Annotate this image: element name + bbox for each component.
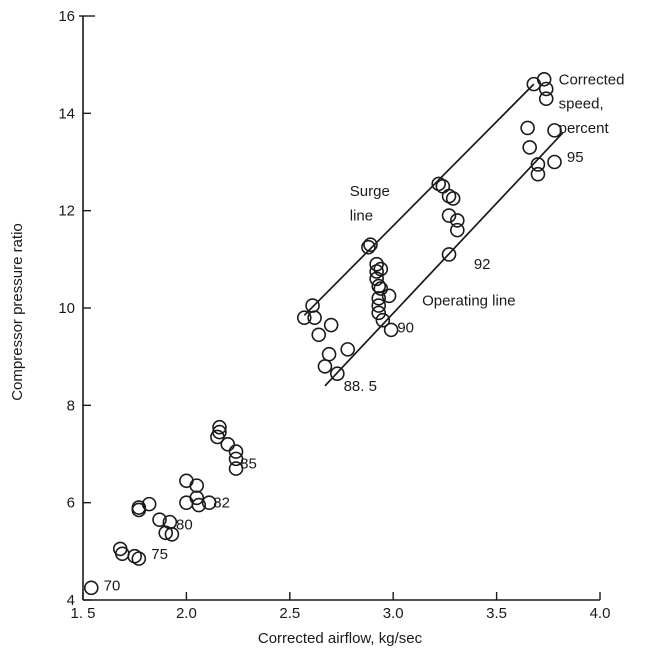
data-point bbox=[189, 478, 205, 493]
y-tick-label: 6 bbox=[67, 495, 75, 512]
data-point bbox=[296, 310, 312, 326]
data-point bbox=[220, 436, 236, 452]
x-tick-label: 4.0 bbox=[590, 605, 611, 622]
x-tick-label: 3.0 bbox=[383, 605, 404, 622]
data-point bbox=[538, 81, 554, 97]
data-point bbox=[536, 71, 552, 87]
annotations: 70 75 80 82 85 88. 5 90 92 95 Surge line Operating … bbox=[104, 71, 625, 594]
annotation-label: Corrected bbox=[559, 71, 625, 88]
reference-lines bbox=[303, 83, 564, 387]
data-point bbox=[371, 298, 387, 313]
y-tick-label: 14 bbox=[58, 105, 75, 122]
data-point bbox=[317, 359, 333, 374]
data-point bbox=[450, 222, 465, 238]
data-point bbox=[375, 312, 391, 328]
data-point bbox=[547, 154, 562, 170]
annotation-label: line bbox=[350, 208, 373, 225]
x-tick-label: 3.5 bbox=[486, 605, 507, 622]
data-point bbox=[141, 496, 157, 512]
data-point bbox=[538, 91, 554, 107]
annotation-label: 88. 5 bbox=[344, 378, 377, 395]
data-point bbox=[114, 546, 130, 562]
data-point bbox=[441, 247, 457, 262]
data-point bbox=[450, 213, 465, 228]
data-point bbox=[330, 366, 345, 382]
data-point bbox=[228, 451, 244, 467]
y-tick-label: 4 bbox=[67, 592, 75, 609]
annotation-label: 92 bbox=[474, 256, 491, 273]
data-points bbox=[83, 71, 562, 596]
data-point bbox=[369, 256, 384, 272]
y-tick-label: 10 bbox=[58, 300, 75, 317]
axes bbox=[82, 16, 600, 601]
data-point bbox=[547, 123, 562, 138]
data-point bbox=[228, 444, 244, 459]
data-point bbox=[164, 526, 180, 542]
data-point bbox=[361, 239, 376, 255]
data-point bbox=[321, 346, 337, 362]
data-point bbox=[212, 424, 227, 440]
data-point bbox=[373, 281, 389, 296]
data-point bbox=[83, 580, 99, 596]
annotation-label: 82 bbox=[213, 495, 230, 512]
x-tick-label: 1. 5 bbox=[70, 605, 95, 622]
y-tick-label: 12 bbox=[58, 203, 75, 220]
annotation-label: 95 bbox=[567, 149, 584, 166]
data-point bbox=[381, 288, 397, 304]
y-tick-label: 8 bbox=[67, 397, 75, 414]
x-tick-label: 2.5 bbox=[279, 605, 300, 622]
data-point bbox=[152, 512, 167, 528]
data-point bbox=[307, 310, 322, 326]
data-point bbox=[371, 305, 387, 321]
data-point bbox=[371, 278, 387, 294]
data-point bbox=[371, 290, 387, 306]
data-point bbox=[131, 551, 147, 566]
x-axis-label: Corrected airflow, kg/sec bbox=[258, 630, 423, 647]
y-tick-label: 16 bbox=[58, 8, 75, 25]
surge-line bbox=[303, 83, 535, 316]
x-tick-label: 2.0 bbox=[176, 605, 197, 622]
data-point bbox=[305, 298, 320, 313]
data-point bbox=[363, 237, 378, 253]
data-point bbox=[441, 208, 457, 223]
data-point bbox=[522, 140, 537, 155]
annotation-label: Operating line bbox=[422, 293, 515, 310]
y-axis-label: Compressor pressure ratio bbox=[9, 223, 26, 401]
annotation-label: 80 bbox=[176, 517, 193, 534]
data-point bbox=[191, 497, 207, 513]
y-axis-ticks: 4 6 8 10 12 14 16 bbox=[58, 8, 95, 609]
data-point bbox=[435, 179, 451, 194]
data-point bbox=[520, 120, 535, 136]
data-point bbox=[530, 166, 546, 182]
data-point bbox=[228, 461, 244, 476]
data-point bbox=[323, 317, 339, 333]
annotation-label: Surge bbox=[350, 183, 390, 200]
data-point bbox=[373, 261, 389, 277]
annotation-label: percent bbox=[559, 120, 610, 137]
data-point bbox=[340, 342, 356, 357]
annotation-label: 90 bbox=[397, 319, 414, 336]
annotation-label: 75 bbox=[151, 546, 168, 563]
data-point bbox=[201, 495, 217, 510]
x-axis-ticks: 1. 5 2.0 2.5 3.0 3.5 4.0 bbox=[70, 592, 610, 622]
data-point bbox=[131, 500, 147, 515]
data-point bbox=[530, 157, 546, 172]
annotation-label: speed, bbox=[559, 96, 604, 113]
data-point bbox=[383, 322, 399, 338]
data-point bbox=[189, 490, 205, 506]
data-point bbox=[212, 419, 227, 435]
data-point bbox=[369, 271, 384, 287]
data-point bbox=[445, 191, 461, 206]
annotation-label: 70 bbox=[104, 577, 121, 594]
data-point bbox=[311, 327, 327, 343]
annotation-label: 85 bbox=[240, 456, 257, 473]
